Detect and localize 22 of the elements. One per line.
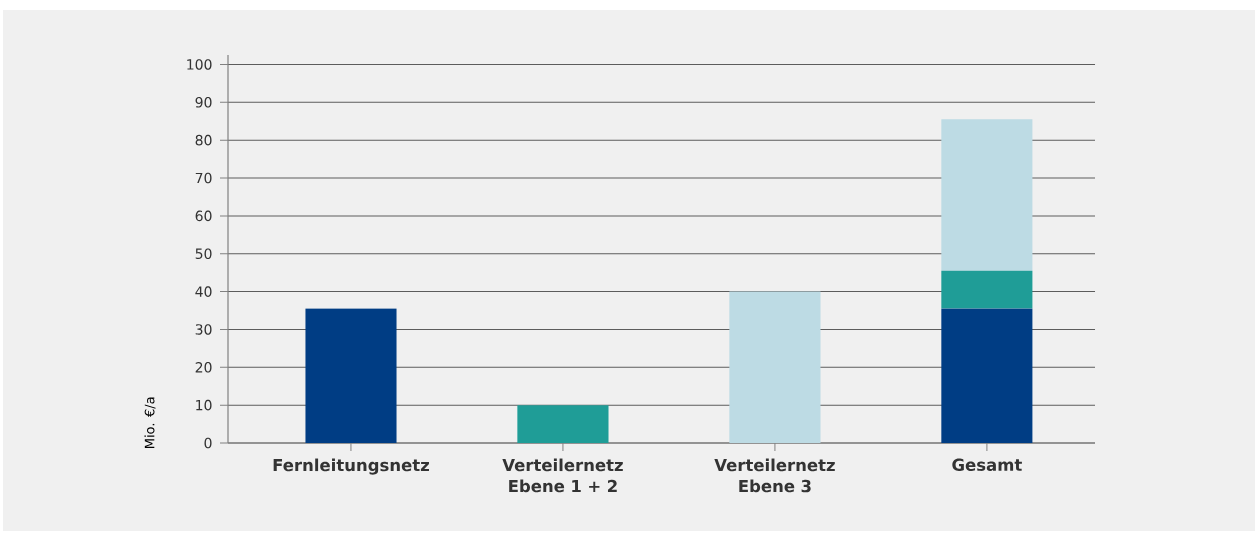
y-tick-label: 30	[195, 324, 212, 335]
y-tick-label: 90	[195, 97, 212, 108]
bar	[941, 270, 1033, 309]
y-tick-label: 10	[196, 399, 212, 411]
y-axis-title: Mio. €/a	[144, 397, 156, 448]
y-tick-label: 50	[195, 248, 212, 260]
bar	[941, 308, 1033, 443]
bar	[729, 291, 821, 443]
x-tick-label: Verteilernetz Ebene 1 + 2	[502, 458, 623, 493]
y-tick-label: 80	[195, 134, 212, 146]
bar	[305, 308, 397, 443]
y-tick-label: 60	[195, 210, 212, 222]
bar	[941, 119, 1033, 271]
y-tick-label: 70	[195, 172, 212, 184]
x-tick-label: Fernleitungsnetz	[273, 458, 429, 475]
y-tick-label: 40	[195, 286, 212, 297]
y-tick-label: 20	[195, 361, 212, 373]
x-tick-label: Verteilernetz Ebene 3	[714, 458, 835, 493]
x-tick-label: Gesamt	[952, 458, 1022, 472]
y-tick-label: 100	[187, 59, 212, 70]
y-tick-label: 0	[204, 437, 212, 449]
bar	[517, 405, 609, 443]
